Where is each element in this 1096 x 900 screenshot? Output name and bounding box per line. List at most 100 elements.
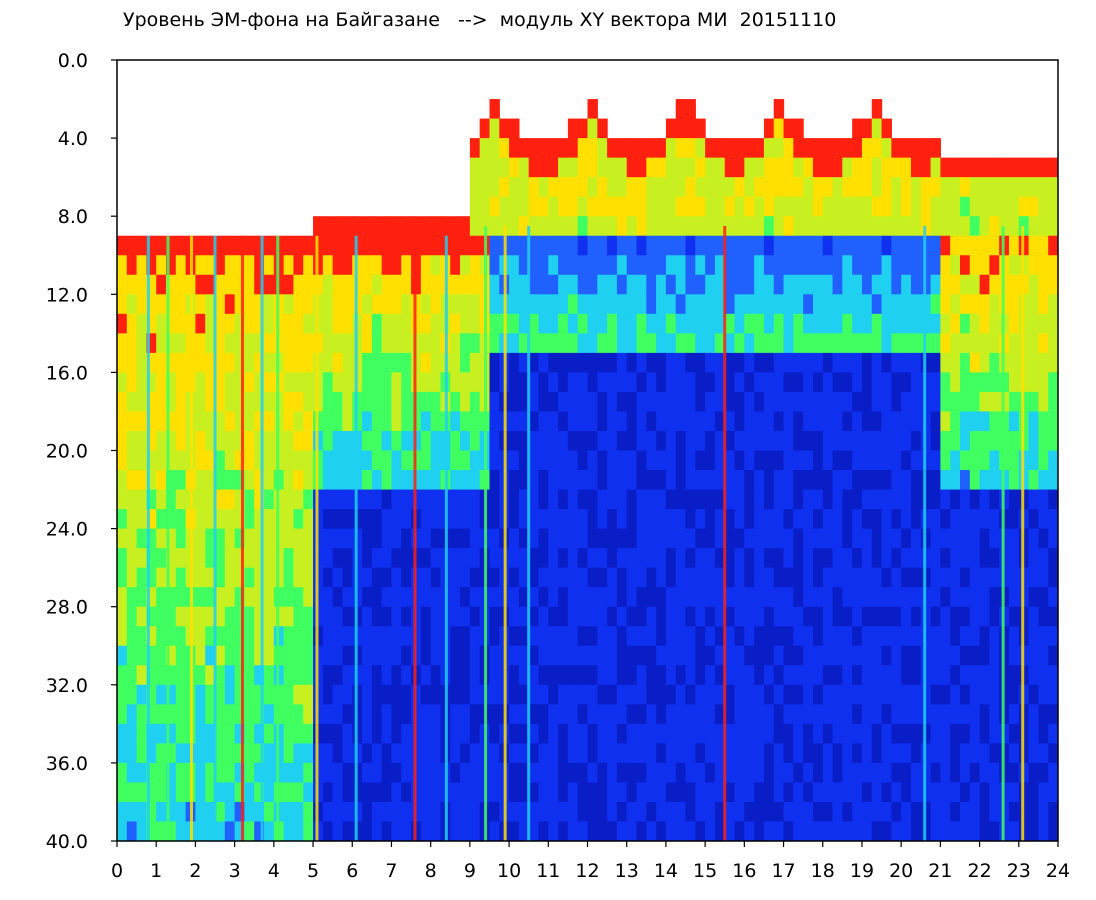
heatmap-cell (244, 704, 255, 725)
heatmap-cell (910, 489, 922, 510)
heatmap-cell (401, 548, 412, 569)
heatmap-cell (577, 177, 589, 198)
heatmap-cell (322, 430, 334, 452)
heatmap-cell (714, 723, 726, 744)
heatmap-cell (685, 157, 696, 178)
heatmap-cell (616, 235, 628, 256)
heatmap-cell (215, 801, 226, 823)
heatmap-cell (362, 606, 373, 627)
heatmap-cell (695, 430, 706, 452)
heatmap-cell (469, 723, 481, 744)
heatmap-cell (950, 177, 961, 198)
heatmap-cell (763, 118, 775, 139)
heatmap-cell (705, 762, 716, 784)
heatmap-cell (665, 606, 677, 627)
heatmap-cell (714, 821, 726, 841)
x-tick-label: 24 (1046, 860, 1070, 882)
heatmap-cell (901, 138, 912, 159)
heatmap-cell (705, 391, 716, 413)
heatmap-cell (675, 216, 687, 237)
heatmap-cell (264, 743, 275, 764)
heatmap-cell (303, 684, 314, 705)
heatmap-cell (705, 606, 716, 627)
heatmap-cell (117, 821, 128, 841)
heatmap-cell (303, 821, 314, 841)
heatmap-cell (871, 196, 883, 217)
heatmap-cell (499, 118, 510, 139)
heatmap-cell (175, 313, 187, 334)
heatmap-cell (489, 372, 500, 393)
heatmap-cell (518, 333, 530, 354)
heatmap-cell (901, 587, 912, 608)
heatmap-cell (724, 294, 736, 315)
heatmap-cell (979, 567, 990, 588)
heatmap-cell (861, 489, 873, 510)
heatmap-cell (283, 665, 295, 686)
heatmap-cell (930, 782, 941, 803)
heatmap-cell (381, 313, 393, 334)
heatmap-cell (224, 528, 236, 549)
heatmap-cell (626, 411, 638, 432)
heatmap-cell (773, 294, 785, 315)
heatmap-cell (509, 196, 520, 217)
heatmap-cell (136, 372, 147, 393)
heatmap-cell (362, 255, 373, 276)
heatmap-cell (656, 391, 667, 413)
heatmap-cell (342, 704, 353, 725)
heatmap-cell (695, 489, 706, 510)
heatmap-cell (567, 606, 579, 627)
heatmap-cell (1028, 216, 1039, 237)
heatmap-cell (234, 801, 246, 823)
heatmap-cell (244, 626, 255, 647)
heatmap-cell (822, 489, 834, 510)
heatmap-cell (548, 372, 559, 393)
heatmap-cell (832, 391, 843, 413)
heatmap-cell (518, 782, 530, 803)
x-tick-label: 14 (654, 860, 678, 882)
heatmap-cell (166, 704, 177, 725)
heatmap-cell (910, 138, 922, 159)
heatmap-cell (734, 821, 745, 841)
heatmap-cell (832, 606, 843, 627)
heatmap-cell (685, 606, 696, 627)
heatmap-cell (518, 430, 530, 452)
heatmap-cell (832, 352, 843, 374)
heatmap-cell (979, 294, 990, 315)
heatmap-cell (195, 587, 206, 608)
heatmap-cell (724, 372, 736, 393)
heatmap-cell (567, 665, 579, 686)
heatmap-cell (371, 333, 383, 354)
heatmap-cell (528, 821, 540, 841)
heatmap-cell (636, 470, 647, 491)
heatmap-cell (891, 411, 902, 432)
heatmap-cell (567, 391, 579, 413)
heatmap-cell (1008, 177, 1020, 198)
heatmap-cell (420, 313, 432, 334)
heatmap-cell (734, 704, 745, 725)
heatmap-cell (803, 489, 814, 510)
heatmap-cell (803, 470, 814, 491)
heatmap-cell (303, 411, 314, 432)
heatmap-cell (469, 587, 481, 608)
heatmap-cell (695, 684, 706, 705)
heatmap-cell (489, 821, 500, 841)
heatmap-cell (626, 587, 638, 608)
heatmap-cell (156, 372, 167, 393)
heatmap-cell (166, 450, 177, 471)
vertical-streak (1001, 225, 1005, 841)
heatmap-cell (891, 567, 902, 588)
heatmap-cell (734, 762, 745, 784)
heatmap-cell (695, 411, 706, 432)
heatmap-cell (322, 665, 334, 686)
heatmap-cell (910, 255, 922, 276)
heatmap-cell (371, 567, 383, 588)
heatmap-cell (832, 567, 843, 588)
heatmap-cell (950, 645, 961, 666)
heatmap-cell (156, 333, 167, 354)
heatmap-cell (136, 606, 147, 627)
heatmap-cell (842, 177, 853, 198)
heatmap-cell (136, 704, 147, 725)
heatmap-cell (597, 548, 608, 569)
heatmap-cell (665, 762, 677, 784)
heatmap-cell (469, 528, 481, 549)
